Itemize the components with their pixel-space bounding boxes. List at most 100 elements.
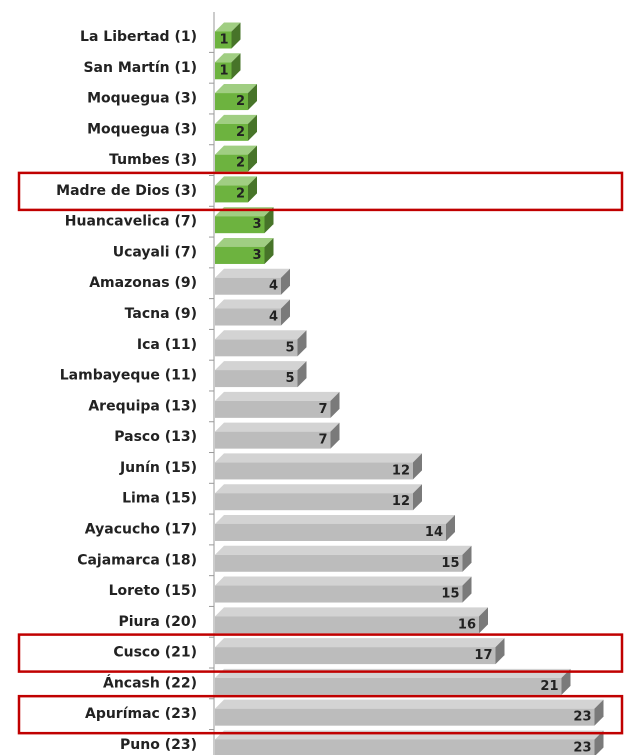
bar [215,647,496,665]
bar-side [413,453,422,480]
value-label: 5 [285,340,294,355]
bar-top [215,145,257,155]
category-label: Ica (11) [137,337,197,353]
category-label: Áncash (22) [103,674,197,691]
category-label: Tumbes (3) [109,152,197,168]
bar [215,400,331,418]
bar-top [215,607,488,617]
category-label: Apurímac (23) [85,706,197,722]
bar [215,616,479,634]
bar [215,185,248,203]
bar-side [479,607,488,634]
bar-side [297,361,307,388]
bar-top [215,53,241,63]
bar [215,462,413,480]
category-label: Ayacucho (17) [85,521,197,537]
bar-side [594,699,604,726]
value-label: 1 [219,33,228,48]
bar-side [462,545,472,572]
category-label: Huancavelica (7) [65,214,197,230]
bar-side [413,484,422,511]
bar-side [248,114,257,141]
bar-top [215,668,571,678]
bar-top [215,391,340,401]
highlight-box [17,694,624,735]
bar-top [215,114,257,124]
bar [215,370,298,388]
value-label: 12 [392,463,410,478]
bar [215,339,298,357]
bar-side [561,668,571,695]
category-label: Pasco (13) [114,429,197,445]
bar [215,677,562,695]
bar [215,554,463,572]
bar-side [330,422,340,449]
bar [215,739,595,755]
category-label: Lambayeque (11) [60,368,197,384]
highlight-box [17,171,624,212]
bar-side [495,638,505,665]
value-label: 14 [425,525,443,540]
value-label: 3 [252,217,261,232]
category-label: Amazonas (9) [89,275,197,291]
value-label: 2 [236,186,245,201]
category-label: Tacna (9) [125,306,197,322]
category-label: Lima (15) [122,491,197,507]
bar-top [215,330,307,340]
value-label: 16 [458,617,476,632]
bar-side [248,145,257,172]
bar [215,308,281,326]
category-label: Loreto (15) [109,583,197,599]
bar [215,216,265,234]
bar-top [215,22,241,32]
category-label: Moquegua (3) [87,121,197,137]
bar [215,708,595,726]
bar [215,493,413,511]
bar-side [231,53,241,80]
bar-top [215,237,274,247]
category-label: Moquegua (3) [87,91,197,107]
value-label: 3 [252,248,261,263]
bar-side [330,391,340,418]
category-label: Cajamarca (18) [77,552,197,568]
category-label: Puno (23) [120,737,197,753]
bar-top [215,514,455,524]
bar-top [215,268,290,278]
bar-top [215,699,604,709]
bar-top [215,299,290,309]
category-label: Arequipa (13) [88,398,197,414]
bar-side [281,268,290,295]
value-label: 12 [392,494,410,509]
bar-side [297,330,307,357]
category-label: La Libertad (1) [80,29,197,45]
value-label: 7 [318,402,327,417]
bar [215,277,281,295]
bar [215,62,232,80]
value-label: 2 [236,94,245,109]
bar [215,431,331,449]
bar-top [215,545,472,555]
value-label: 23 [573,710,591,725]
bar-top [215,576,472,586]
bar [215,93,248,111]
value-label: 2 [236,125,245,140]
bar-top [215,730,604,740]
value-label: 7 [318,433,327,448]
bar [215,523,446,541]
highlight-box [17,633,624,673]
value-label: 4 [269,279,278,294]
value-label: 23 [573,740,591,755]
bar-top [215,422,340,432]
value-label: 1 [219,63,228,78]
bar [215,123,248,141]
bar [215,31,232,49]
category-label: San Martín (1) [83,60,197,76]
bar [215,585,463,603]
bar-top [215,638,505,648]
value-label: 2 [236,156,245,171]
bar-side [594,730,604,755]
category-label: Piura (20) [118,614,197,630]
bar-top [215,84,257,94]
value-label: 17 [474,648,492,663]
